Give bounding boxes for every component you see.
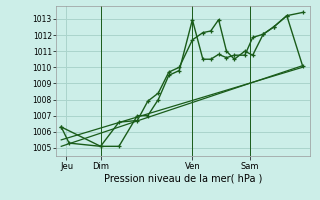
X-axis label: Pression niveau de la mer( hPa ): Pression niveau de la mer( hPa ) — [104, 173, 262, 183]
